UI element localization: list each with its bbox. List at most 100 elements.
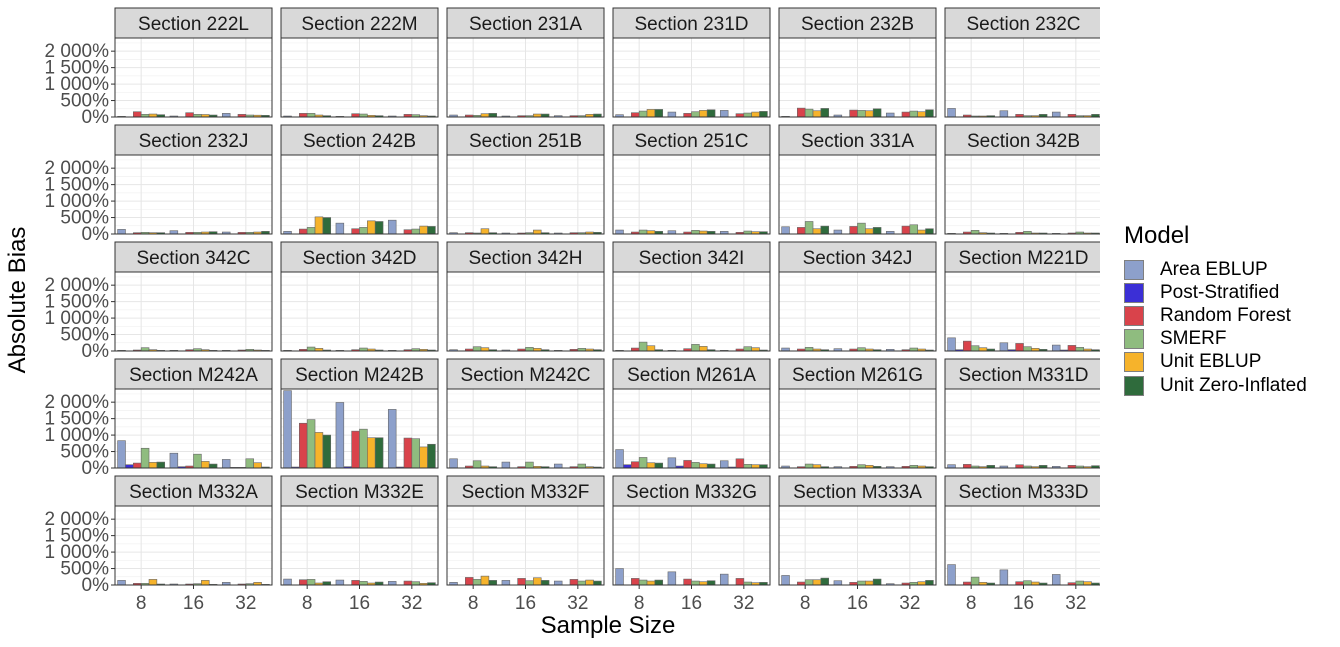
legend-label: Post-Stratified: [1160, 281, 1280, 303]
bar-area-eblup: [947, 108, 956, 118]
bar-random-forest: [683, 460, 692, 469]
legend-label: Random Forest: [1160, 304, 1291, 326]
x-tick-label: 32: [401, 593, 422, 614]
bar-smerf: [638, 110, 648, 118]
bar-smerf: [193, 453, 202, 469]
x-tick-label: 16: [681, 593, 702, 614]
y-tick-label: 0%: [82, 107, 110, 128]
bar-unit-zero-inflated: [820, 577, 830, 586]
bar-random-forest: [351, 228, 360, 235]
panel-border: [612, 271, 771, 352]
bar-area-eblup: [667, 457, 677, 469]
y-tick-label: 1 500%: [45, 526, 110, 547]
panel-border: [944, 271, 1100, 352]
bar-unit-zero-inflated: [374, 437, 384, 469]
bar-smerf: [638, 457, 648, 469]
bar-area-eblup: [947, 564, 956, 586]
bar-area-eblup: [615, 229, 624, 235]
bar-smerf: [359, 581, 368, 586]
bar-area-eblup: [719, 573, 729, 586]
bar-random-forest: [517, 578, 526, 586]
facet-title: Section M332G: [626, 482, 757, 503]
bar-unit-eblup: [314, 216, 324, 235]
bar-unit-zero-inflated: [706, 109, 716, 118]
y-tick-label: 500%: [60, 442, 109, 463]
y-tick-label: 1 000%: [45, 542, 110, 563]
bar-unit-eblup: [201, 461, 210, 469]
bar-unit-eblup: [253, 462, 262, 469]
bar-unit-zero-inflated: [593, 580, 602, 586]
bar-unit-zero-inflated: [925, 109, 934, 118]
bar-area-eblup: [387, 219, 397, 235]
bar-unit-eblup: [419, 446, 428, 469]
x-tick-label: 16: [1013, 593, 1034, 614]
bar-unit-eblup: [646, 345, 656, 352]
bar-smerf: [804, 221, 814, 235]
bar-random-forest: [683, 578, 692, 586]
bar-unit-zero-inflated: [374, 221, 384, 235]
facet-strip: [446, 241, 605, 273]
bar-random-forest: [963, 340, 972, 352]
bar-random-forest: [299, 579, 308, 586]
bar-area-eblup: [501, 461, 511, 469]
bar-unit-eblup: [585, 579, 594, 586]
bar-smerf: [804, 463, 814, 469]
bar-unit-eblup: [865, 110, 874, 118]
y-tick-label: 1 000%: [45, 425, 110, 446]
legend-item: Unit Zero-Inflated: [1124, 374, 1307, 397]
panel-background: [945, 155, 1100, 234]
bar-smerf: [691, 230, 700, 235]
bar-random-forest: [631, 112, 640, 118]
panel-border: [280, 37, 439, 118]
x-tick-label: 32: [733, 593, 754, 614]
bar-unit-zero-inflated: [759, 111, 768, 118]
bar-smerf: [472, 460, 482, 469]
bar-area-eblup: [615, 449, 624, 469]
bar-random-forest: [299, 228, 308, 235]
bar-smerf: [306, 346, 316, 352]
panel-border: [114, 154, 273, 235]
facet-title: Section M242C: [461, 365, 591, 386]
bar-random-forest: [901, 111, 911, 118]
legend-label: Unit EBLUP: [1160, 351, 1262, 373]
bar-area-eblup: [1051, 344, 1061, 352]
bar-unit-eblup: [646, 109, 656, 118]
panel-border: [778, 154, 937, 235]
bar-unit-zero-inflated: [925, 580, 934, 586]
legend-item: SMERF: [1124, 328, 1307, 351]
bar-area-eblup: [999, 110, 1009, 118]
bar-smerf: [743, 346, 752, 352]
facet-title: Section M332A: [129, 482, 258, 503]
bar-unit-zero-inflated: [872, 108, 882, 118]
panel-background: [945, 272, 1100, 351]
facet-title: Section 222L: [138, 14, 249, 35]
facet-strip: [612, 124, 771, 156]
bar-smerf: [638, 579, 648, 586]
bar-random-forest: [849, 226, 858, 235]
facet-title: Section M333A: [793, 482, 922, 503]
facet-strip: [778, 241, 937, 273]
bar-smerf: [306, 579, 316, 586]
facet-title: Section 231A: [469, 14, 582, 35]
facet-title: Section 342B: [967, 131, 1080, 152]
bar-area-eblup: [387, 581, 397, 586]
facet-title: Section 232C: [966, 14, 1080, 35]
bar-unit-eblup: [865, 228, 874, 235]
y-tick-label: 1 500%: [45, 409, 110, 430]
panel-border: [280, 388, 439, 469]
bar-unit-eblup: [917, 111, 926, 118]
bar-smerf: [691, 580, 700, 586]
bar-unit-zero-inflated: [488, 580, 498, 586]
bar-area-eblup: [719, 460, 729, 469]
panel-background: [945, 506, 1100, 585]
bar-smerf: [804, 108, 814, 118]
bar-smerf: [140, 447, 150, 469]
bar-area-eblup: [553, 463, 563, 469]
bar-unit-eblup: [646, 462, 656, 469]
bar-smerf: [909, 110, 918, 118]
bar-unit-eblup: [148, 462, 158, 469]
bar-unit-zero-inflated: [654, 579, 664, 586]
bar-unit-eblup: [646, 580, 656, 586]
x-tick-label: 32: [899, 593, 920, 614]
bar-area-eblup: [947, 337, 956, 352]
